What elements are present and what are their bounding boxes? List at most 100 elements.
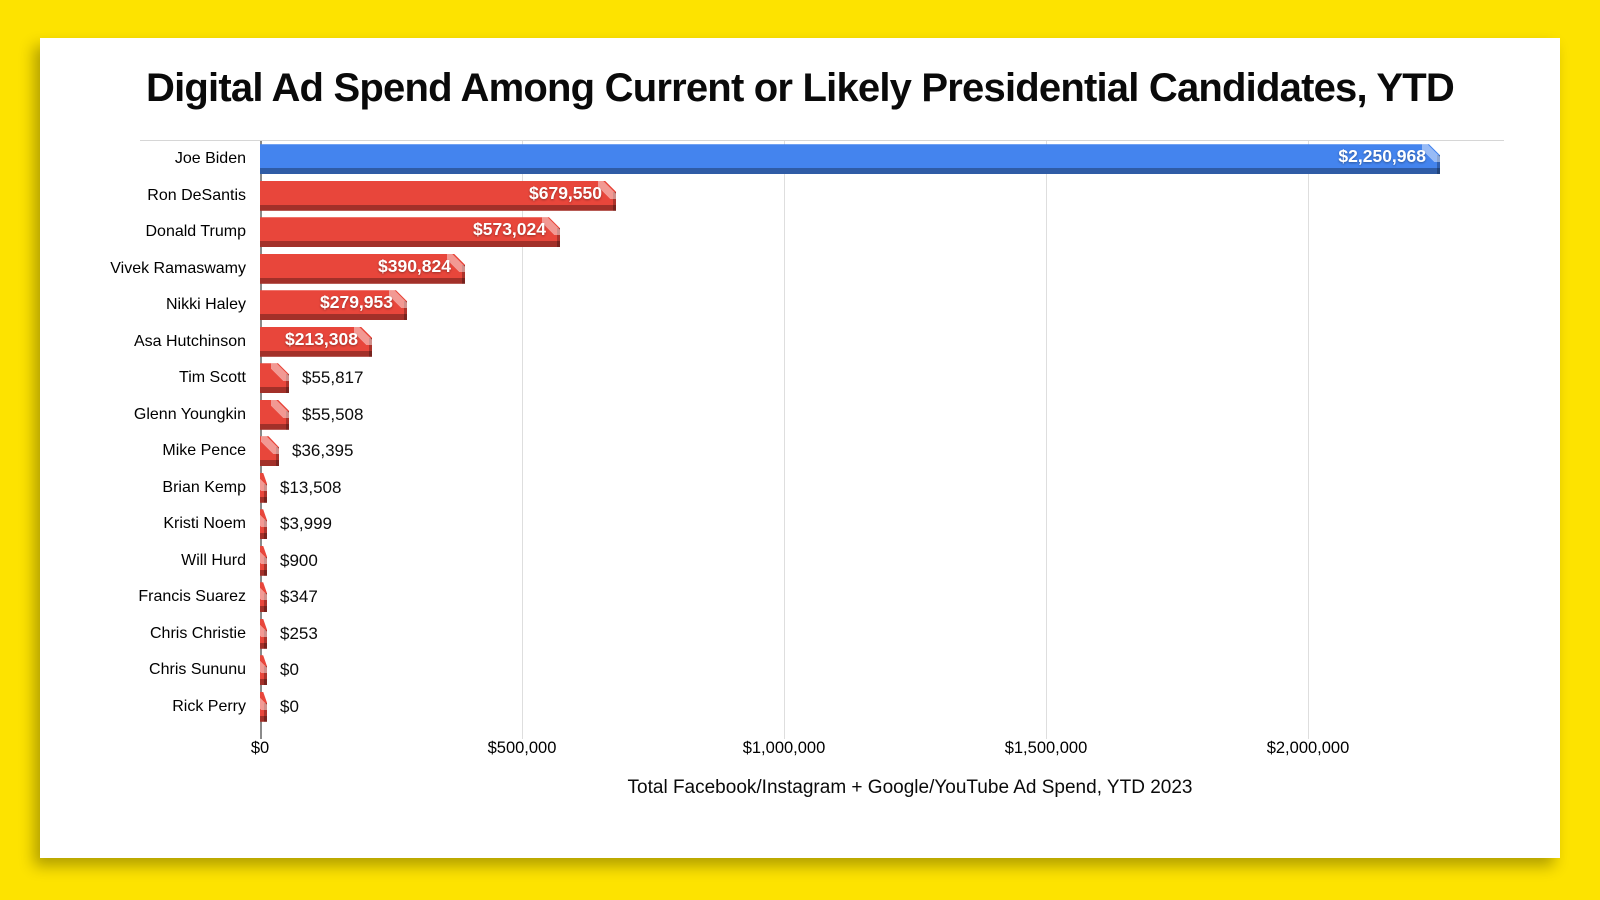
x-tick-label: $1,000,000 [742,739,826,757]
bar: $213,308 [260,327,372,357]
bar-row: Francis Suarez $347 [40,579,1450,616]
bar-bottom-shade [260,533,267,539]
x-axis-label: Total Facebook/Instagram + Google/YouTub… [627,777,1193,798]
bar: $390,824 [260,254,465,284]
category-label: Asa Hutchinson [133,332,246,350]
category-label: Brian Kemp [162,478,246,496]
bar-value-label: $36,395 [292,441,354,461]
bar-zone: $3,999 [260,509,1450,539]
bar-bottom-shade [260,387,289,393]
bar-value-label: $2,250,968 [1338,146,1426,167]
bar-value-label: $279,953 [320,292,393,313]
bar [260,473,267,503]
bar [260,692,267,722]
bar-bottom-shade [260,460,279,466]
bar-bottom-shade [260,278,465,284]
bar-value-label: $0 [280,660,299,680]
category-label: Chris Sununu [149,661,246,679]
bar-zone: $13,508 [260,473,1450,503]
category-label: Francis Suarez [138,588,246,606]
bar [260,582,267,612]
bar-bottom-shade [260,314,407,320]
bar-right-edge [1437,155,1440,174]
category-label: Donald Trump [145,223,247,241]
bar-value-label: $253 [280,623,318,643]
bar-zone: $679,550 [260,181,1450,211]
bar-right-edge [264,666,267,685]
bar-row: Vivek Ramaswamy $390,824 [40,251,1450,288]
bar-row: Chris Sununu $0 [40,652,1450,689]
bar [260,619,267,649]
gridline [522,141,523,739]
bar-bottom-shade [260,168,1440,174]
bar-row: Joe Biden $2,250,968 [40,141,1450,178]
bar-bottom-shade [260,424,289,430]
bar-right-edge [264,520,267,539]
bar-bottom-shade [260,570,267,576]
bar-row: Nikki Haley $279,953 [40,287,1450,324]
bar-right-edge [286,374,289,393]
bar-row: Brian Kemp $13,508 [40,470,1450,507]
bar-zone: $55,508 [260,400,1450,430]
x-tick-label: $2,000,000 [1266,739,1350,757]
bar-right-edge [369,338,372,357]
chart-title: Digital Ad Spend Among Current or Likely… [146,66,1455,110]
bar: $573,024 [260,217,560,247]
bar-value-label: $900 [280,550,318,570]
category-label: Will Hurd [181,551,246,569]
bar-zone: $900 [260,546,1450,576]
bar-bottom-shade [260,679,267,685]
bar [260,436,279,466]
bar-bevel-highlight [271,400,289,418]
bar-zone: $347 [260,582,1450,612]
bar-right-edge [613,192,616,211]
x-tick-label: $0 [250,739,270,757]
category-label: Vivek Ramaswamy [110,259,246,277]
bar-right-edge [264,703,267,722]
category-label: Nikki Haley [165,296,246,314]
category-label: Rick Perry [172,697,246,715]
bar-value-label: $0 [280,696,299,716]
gridline [784,141,785,739]
category-label: Ron DeSantis [147,186,246,204]
bar-bevel-highlight [271,363,289,381]
bar-row: Chris Christie $253 [40,616,1450,653]
bar-bevel-highlight [261,436,279,454]
bar-row: Ron DeSantis $679,550 [40,178,1450,215]
x-tick-label: $500,000 [487,739,557,757]
category-label: Tim Scott [179,369,246,387]
bar [260,363,289,393]
category-label: Joe Biden [174,150,246,168]
bar-right-edge [264,557,267,576]
x-axis-ticks: $0 $500,000 $1,000,000 $1,500,000 $2,000,000 [251,725,1450,761]
bar [260,509,267,539]
bar-bottom-shade [260,716,267,722]
bar-row: Glenn Youngkin $55,508 [40,397,1450,434]
bar [260,400,289,430]
bar-row: Donald Trump $573,024 [40,214,1450,251]
chart-area: Joe Biden $2,250,968 Ron DeSantis $679,550 D… [40,140,1560,739]
bar-zone: $390,824 [260,254,1450,284]
bar: $2,250,968 [260,144,1440,174]
x-tick-label: $1,500,000 [1004,739,1088,757]
plot-top-border [140,140,1504,141]
bar-zone: $213,308 [260,327,1450,357]
bar-bottom-shade [260,606,267,612]
bar-zone: $0 [260,655,1450,685]
bar-zone: $2,250,968 [260,144,1450,174]
category-label: Mike Pence [162,442,246,460]
bar-right-edge [557,228,560,247]
bar-right-edge [404,301,407,320]
bar-right-edge [264,630,267,649]
bar-right-edge [462,265,465,284]
category-label: Kristi Noem [163,515,246,533]
bar-row: Will Hurd $900 [40,543,1450,580]
bar-rows: Joe Biden $2,250,968 Ron DeSantis $679,550 D… [40,141,1450,725]
bar-value-label: $390,824 [378,255,451,276]
bar-bottom-shade [260,205,616,211]
category-label: Glenn Youngkin [133,405,246,423]
bar-value-label: $573,024 [473,219,546,240]
bar-value-label: $347 [280,587,318,607]
bar-row: Mike Pence $36,395 [40,433,1450,470]
